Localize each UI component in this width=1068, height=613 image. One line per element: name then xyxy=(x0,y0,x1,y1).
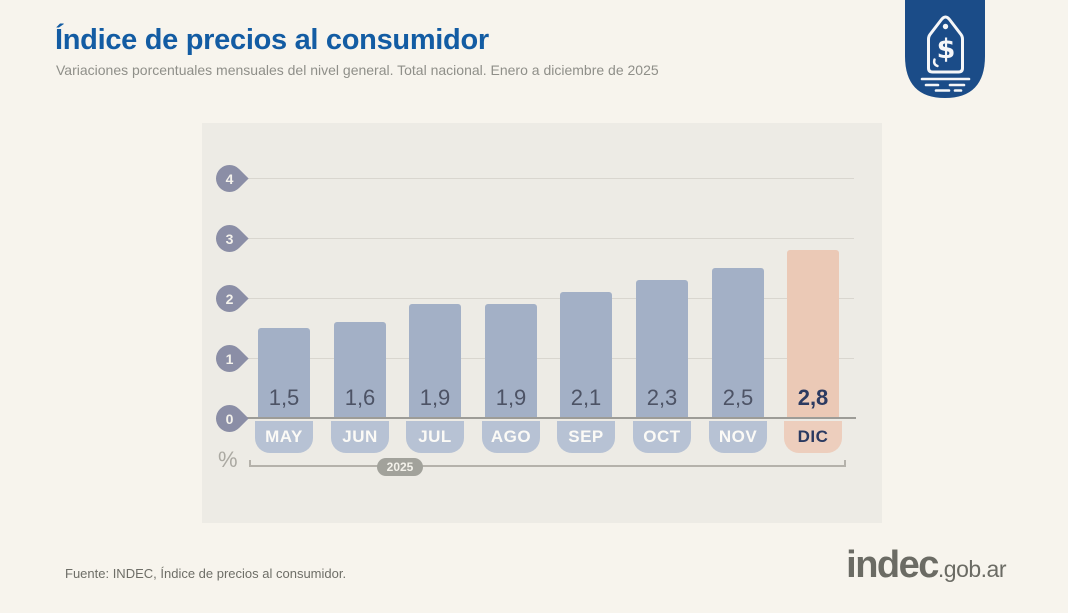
month-pill-oct: OCT xyxy=(633,421,691,453)
y-axis-unit-label: % xyxy=(218,447,238,472)
y-tick-3: 3 xyxy=(210,218,249,258)
month-pill-dic: DIC xyxy=(784,421,842,453)
bar-ago xyxy=(485,304,537,418)
gridline-3 xyxy=(247,237,854,239)
page-subtitle: Variaciones porcentuales mensuales del n… xyxy=(56,62,659,78)
month-pill-sep: SEP xyxy=(557,421,615,453)
bar-value-oct: 2,3 xyxy=(646,385,678,410)
bar-oct xyxy=(636,280,688,418)
bar-value-dic: 2,8 xyxy=(797,385,829,410)
bar-dic xyxy=(787,250,839,418)
y-tick-label: 1 xyxy=(225,350,234,366)
bar-nov xyxy=(712,268,764,418)
gridline-2 xyxy=(247,297,854,299)
bar-jun xyxy=(334,322,386,418)
y-tick-0: 0 xyxy=(210,398,249,438)
y-tick-label: 4 xyxy=(225,170,234,186)
indec-logo-main: indec xyxy=(846,544,939,586)
bar-value-may: 1,5 xyxy=(268,385,300,410)
month-pill-jul: JUL xyxy=(406,421,464,453)
month-pill-may: MAY xyxy=(255,421,313,453)
y-tick-label: 3 xyxy=(225,230,234,246)
bar-jul xyxy=(409,304,461,418)
bar-value-jul: 1,9 xyxy=(419,385,451,410)
y-tick-label: 0 xyxy=(225,410,234,426)
price-tag-badge: $ xyxy=(905,0,985,98)
bar-may xyxy=(258,328,310,418)
bar-value-sep: 2,1 xyxy=(570,385,602,410)
bar-sep xyxy=(560,292,612,418)
y-tick-label: 2 xyxy=(225,290,234,306)
y-tick-4: 4 xyxy=(210,158,249,198)
page-title: Índice de precios al consumidor xyxy=(55,24,489,56)
zero-baseline xyxy=(243,416,856,419)
month-pill-jun: JUN xyxy=(331,421,389,453)
bar-value-ago: 1,9 xyxy=(495,385,527,410)
indec-logo: indec .gob.ar xyxy=(846,544,1006,587)
y-tick-2: 2 xyxy=(210,278,249,318)
svg-text:$: $ xyxy=(937,34,956,65)
year-pill: 2025 xyxy=(377,458,423,476)
bar-value-jun: 1,6 xyxy=(344,385,376,410)
x-axis-bracket xyxy=(249,460,846,467)
month-pill-nov: NOV xyxy=(709,421,767,453)
source-note: Fuente: INDEC, Índice de precios al cons… xyxy=(65,566,347,581)
gridline-4 xyxy=(247,177,854,179)
indec-logo-suffix: .gob.ar xyxy=(937,556,1007,582)
chart-panel: % 2025 0 1 2 3 4 1,5 MAY 1,6 JUN 1,9 JUL 1,9 AGO 2,1 S… xyxy=(202,123,882,523)
gridline-1 xyxy=(247,357,854,359)
bar-value-nov: 2,5 xyxy=(722,385,754,410)
price-tag-dollar-icon: $ xyxy=(905,0,985,98)
y-tick-1: 1 xyxy=(210,338,249,378)
month-pill-ago: AGO xyxy=(482,421,540,453)
